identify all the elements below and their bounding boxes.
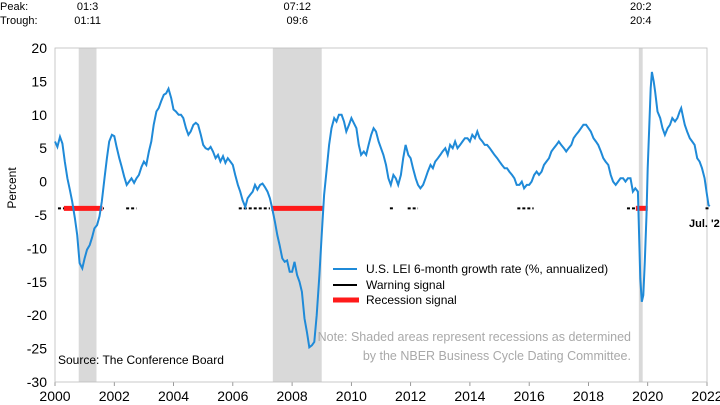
trough-header-label: Trough: [0,15,38,27]
legend-warning-label: Warning signal [366,278,445,292]
recession-band-1 [78,48,97,382]
y-tick-label: 0 [39,174,47,190]
y-tick-label: -15 [27,274,47,290]
y-tick-label: 10 [31,107,47,123]
x-tick-label: 2010 [336,388,367,404]
y-tick-label: 20 [31,40,47,56]
note-line-1: Note: Shaded areas represent recessions … [318,330,631,344]
x-tick-label: 2000 [39,388,70,404]
recession-trough-label: 20:4 [630,15,652,27]
x-tick-label: 2008 [277,388,308,404]
recession-band-2 [272,48,322,382]
x-tick-label: 2014 [454,388,485,404]
peak-header-label: Peak: [0,1,29,13]
y-axis-label: Percent [5,167,19,209]
plot-frame [54,47,708,383]
y-tick-label: -20 [27,307,47,323]
source-label: Source: The Conference Board [58,353,224,367]
legend-recession-label: Recession signal [366,293,457,307]
latest-date-label: Jul. '22 [689,218,720,230]
y-tick-label: -30 [27,374,47,390]
x-tick-label: 2004 [158,388,189,404]
y-tick-label: -25 [27,341,47,357]
recession-trough-label: 09:6 [286,15,308,27]
recession-peak-label: 20:2 [630,1,652,13]
legend-lei-label: U.S. LEI 6-month growth rate (%, annuali… [366,262,608,276]
recession-band-3 [638,48,643,382]
note-line-2: by the NBER Business Cycle Dating Commit… [363,349,631,363]
y-tick-label: 5 [39,140,47,156]
x-tick-label: 2022 [691,388,720,404]
lei-growth-line [54,71,711,350]
x-tick-label: 2020 [632,388,663,404]
recession-peak-label: 01:3 [76,1,99,13]
recession-peak-label: 07:12 [283,1,312,13]
x-tick-label: 2018 [573,388,604,404]
y-axis-ticks: 20 15 10 5 0 -5 -10 -15 -20 -25 -30 [27,40,47,390]
y-tick-label: 15 [31,73,47,89]
recession-bands [78,48,643,382]
y-tick-label: -5 [35,207,48,223]
x-tick-label: 2016 [514,388,545,404]
y-tick-label: -10 [27,240,47,256]
x-tick-label: 2002 [99,388,130,404]
legend: U.S. LEI 6-month growth rate (%, annuali… [333,262,608,307]
recession-trough-label: 01:11 [74,15,101,27]
x-axis-ticks: 2000 2002 2004 2006 2008 2010 2012 2014 2016 2018… [39,382,720,404]
x-tick-label: 2006 [217,388,248,404]
x-tick-label: 2012 [395,388,426,404]
